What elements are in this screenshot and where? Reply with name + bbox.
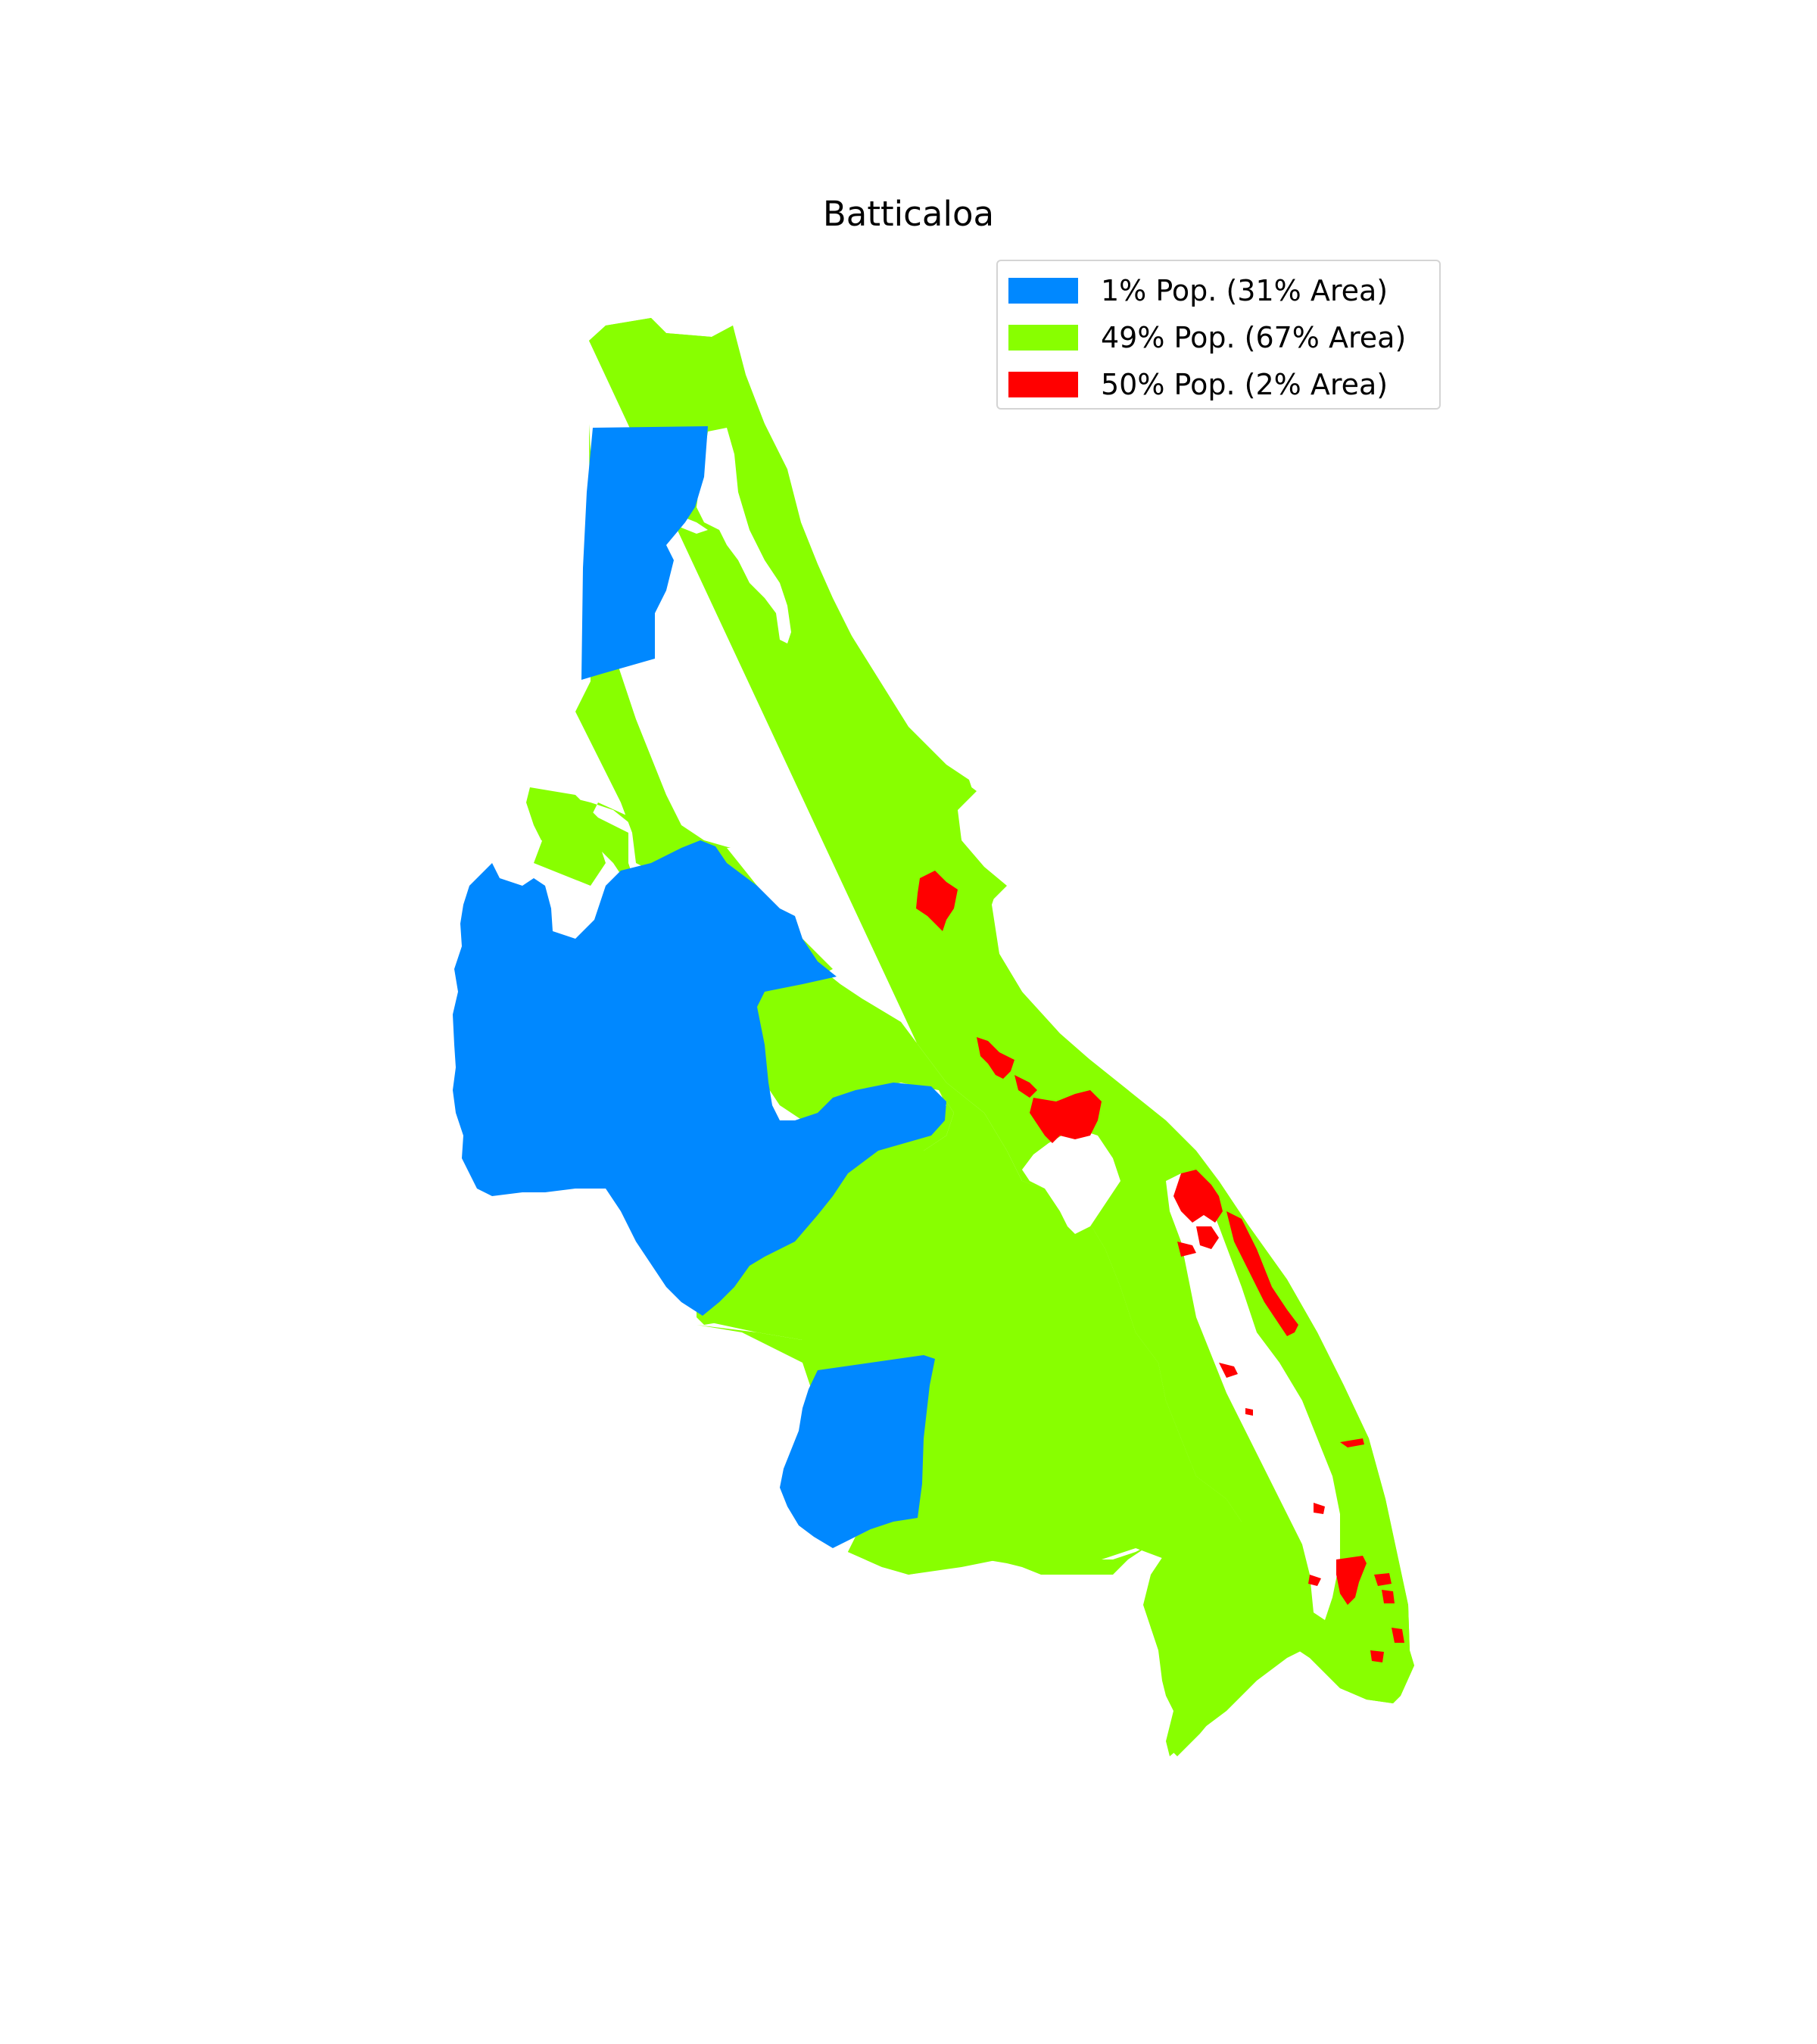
region-high-population-town-1 [916,871,958,931]
legend-label-high: 50% Pop. (2% Area) [1101,368,1388,401]
region-high-population-town-16 [1392,1628,1404,1643]
region-high-population-town-10 [1245,1408,1253,1416]
region-high-population-town-14 [1374,1573,1392,1586]
region-high-population-town-7 [1196,1226,1219,1249]
legend-item-mid-population: 49% Pop. (67% Area) [1008,318,1406,357]
region-high-population-town-18 [1308,1575,1321,1586]
region-high-population-town-3 [1014,1075,1037,1098]
region-high-population-town-17 [1370,1650,1384,1662]
region-low-population-south [780,1355,935,1548]
region-high-population-town-2 [977,1037,1014,1079]
region-high-population-town-11 [1340,1438,1364,1447]
legend-label-mid: 49% Pop. (67% Area) [1101,321,1407,354]
region-high-population-town-12 [1314,1503,1325,1514]
region-mid-population-west [575,424,1302,1756]
legend-item-low-population: 1% Pop. (31% Area) [1008,271,1388,310]
region-high-population-town-6 [1226,1211,1298,1336]
region-high-population-town-13 [1336,1556,1367,1605]
lagoon-central [1022,1128,1120,1234]
region-low-population-west [453,840,946,1316]
legend-item-high-population: 50% Pop. (2% Area) [1008,365,1388,404]
region-high-population-town-8 [1177,1242,1196,1257]
legend-label-low: 1% Pop. (31% Area) [1101,274,1388,307]
region-high-population-town-4 [1030,1090,1102,1143]
region-high-population-town-9 [1219,1363,1238,1378]
map-title: Batticaloa [822,194,995,234]
region-low-population-north [581,426,708,680]
lagoon-south [1166,1173,1340,1620]
legend-swatch-low [1008,278,1078,304]
lagoon-north [697,428,791,643]
region-high-population-town-15 [1382,1590,1395,1603]
region-mid-population-body [589,318,1414,1756]
legend-swatch-high [1008,372,1078,397]
region-high-population-town-5 [1173,1170,1223,1223]
legend: 1% Pop. (31% Area) 49% Pop. (67% Area) 5… [996,260,1441,410]
legend-swatch-mid [1008,325,1078,351]
lagoon-north-channel [653,485,708,534]
